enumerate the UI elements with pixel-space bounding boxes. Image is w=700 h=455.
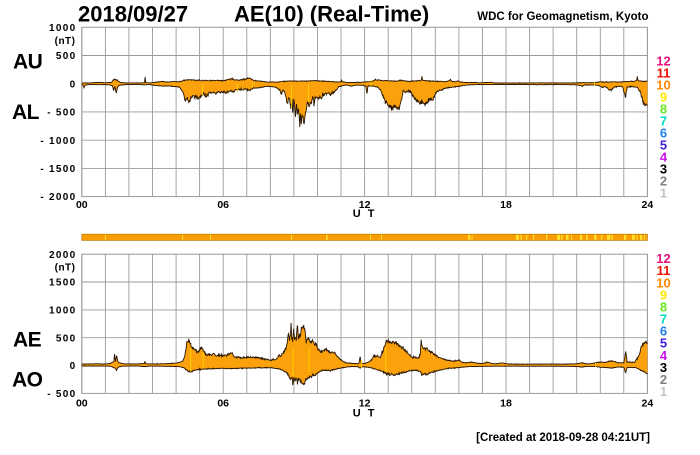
svg-text:AL: AL [12, 101, 40, 124]
svg-text:7: 7 [660, 312, 667, 327]
svg-text:9: 9 [660, 90, 667, 105]
svg-text:10: 10 [656, 78, 670, 93]
svg-text:12: 12 [656, 54, 670, 69]
svg-text:06: 06 [217, 397, 229, 409]
svg-text:24: 24 [642, 397, 654, 409]
svg-text:00: 00 [76, 397, 88, 409]
svg-text:500: 500 [56, 51, 77, 62]
svg-text:11: 11 [657, 66, 671, 81]
svg-text:AE: AE [13, 329, 42, 352]
svg-text:6: 6 [660, 126, 667, 141]
svg-text:11: 11 [657, 263, 671, 278]
svg-text:0: 0 [70, 79, 77, 90]
svg-text:- 500: - 500 [47, 389, 76, 400]
svg-text:5: 5 [660, 138, 667, 153]
svg-text:3: 3 [660, 360, 667, 375]
svg-text:00: 00 [76, 199, 88, 211]
svg-text:12: 12 [656, 251, 670, 266]
svg-text:1: 1 [660, 384, 667, 399]
svg-text:6: 6 [660, 324, 667, 339]
svg-text:- 1500: - 1500 [40, 164, 76, 175]
svg-text:AE(10) (Real-Time): AE(10) (Real-Time) [234, 2, 429, 27]
svg-text:1: 1 [660, 186, 667, 201]
svg-text:1500: 1500 [49, 278, 76, 289]
svg-text:8: 8 [660, 299, 667, 314]
svg-text:12: 12 [359, 199, 371, 211]
svg-text:4: 4 [660, 348, 668, 363]
svg-text:18: 18 [500, 199, 512, 211]
svg-text:8: 8 [660, 102, 667, 117]
svg-text:4: 4 [660, 150, 668, 165]
svg-text:AU: AU [13, 51, 42, 74]
svg-text:2000: 2000 [49, 250, 76, 261]
svg-text:0: 0 [70, 361, 77, 372]
svg-text:2: 2 [660, 372, 667, 387]
svg-text:[Created at 2018-09-28 04:21UT: [Created at 2018-09-28 04:21UT] [476, 432, 650, 444]
svg-text:3: 3 [660, 162, 667, 177]
svg-text:18: 18 [500, 397, 512, 409]
svg-text:- 500: - 500 [47, 108, 76, 119]
svg-text:7: 7 [660, 114, 667, 129]
svg-text:500: 500 [56, 333, 77, 344]
svg-text:9: 9 [660, 287, 667, 302]
svg-text:5: 5 [660, 336, 667, 351]
svg-text:- 2000: - 2000 [40, 192, 76, 203]
svg-text:(nT): (nT) [55, 263, 76, 274]
svg-text:24: 24 [642, 199, 654, 211]
svg-text:1000: 1000 [49, 23, 76, 34]
svg-text:AO: AO [12, 369, 43, 392]
svg-text:WDC for Geomagnetism, Kyoto: WDC for Geomagnetism, Kyoto [477, 11, 648, 23]
svg-text:U T: U T [353, 208, 377, 220]
svg-text:U T: U T [353, 407, 377, 419]
svg-text:06: 06 [217, 199, 229, 211]
svg-text:(nT): (nT) [55, 36, 76, 47]
svg-text:2: 2 [660, 174, 667, 189]
svg-text:1000: 1000 [49, 305, 76, 316]
svg-text:10: 10 [656, 275, 670, 290]
svg-text:12: 12 [359, 397, 371, 409]
svg-text:- 1000: - 1000 [40, 136, 76, 147]
svg-text:2018/09/27: 2018/09/27 [78, 2, 188, 27]
